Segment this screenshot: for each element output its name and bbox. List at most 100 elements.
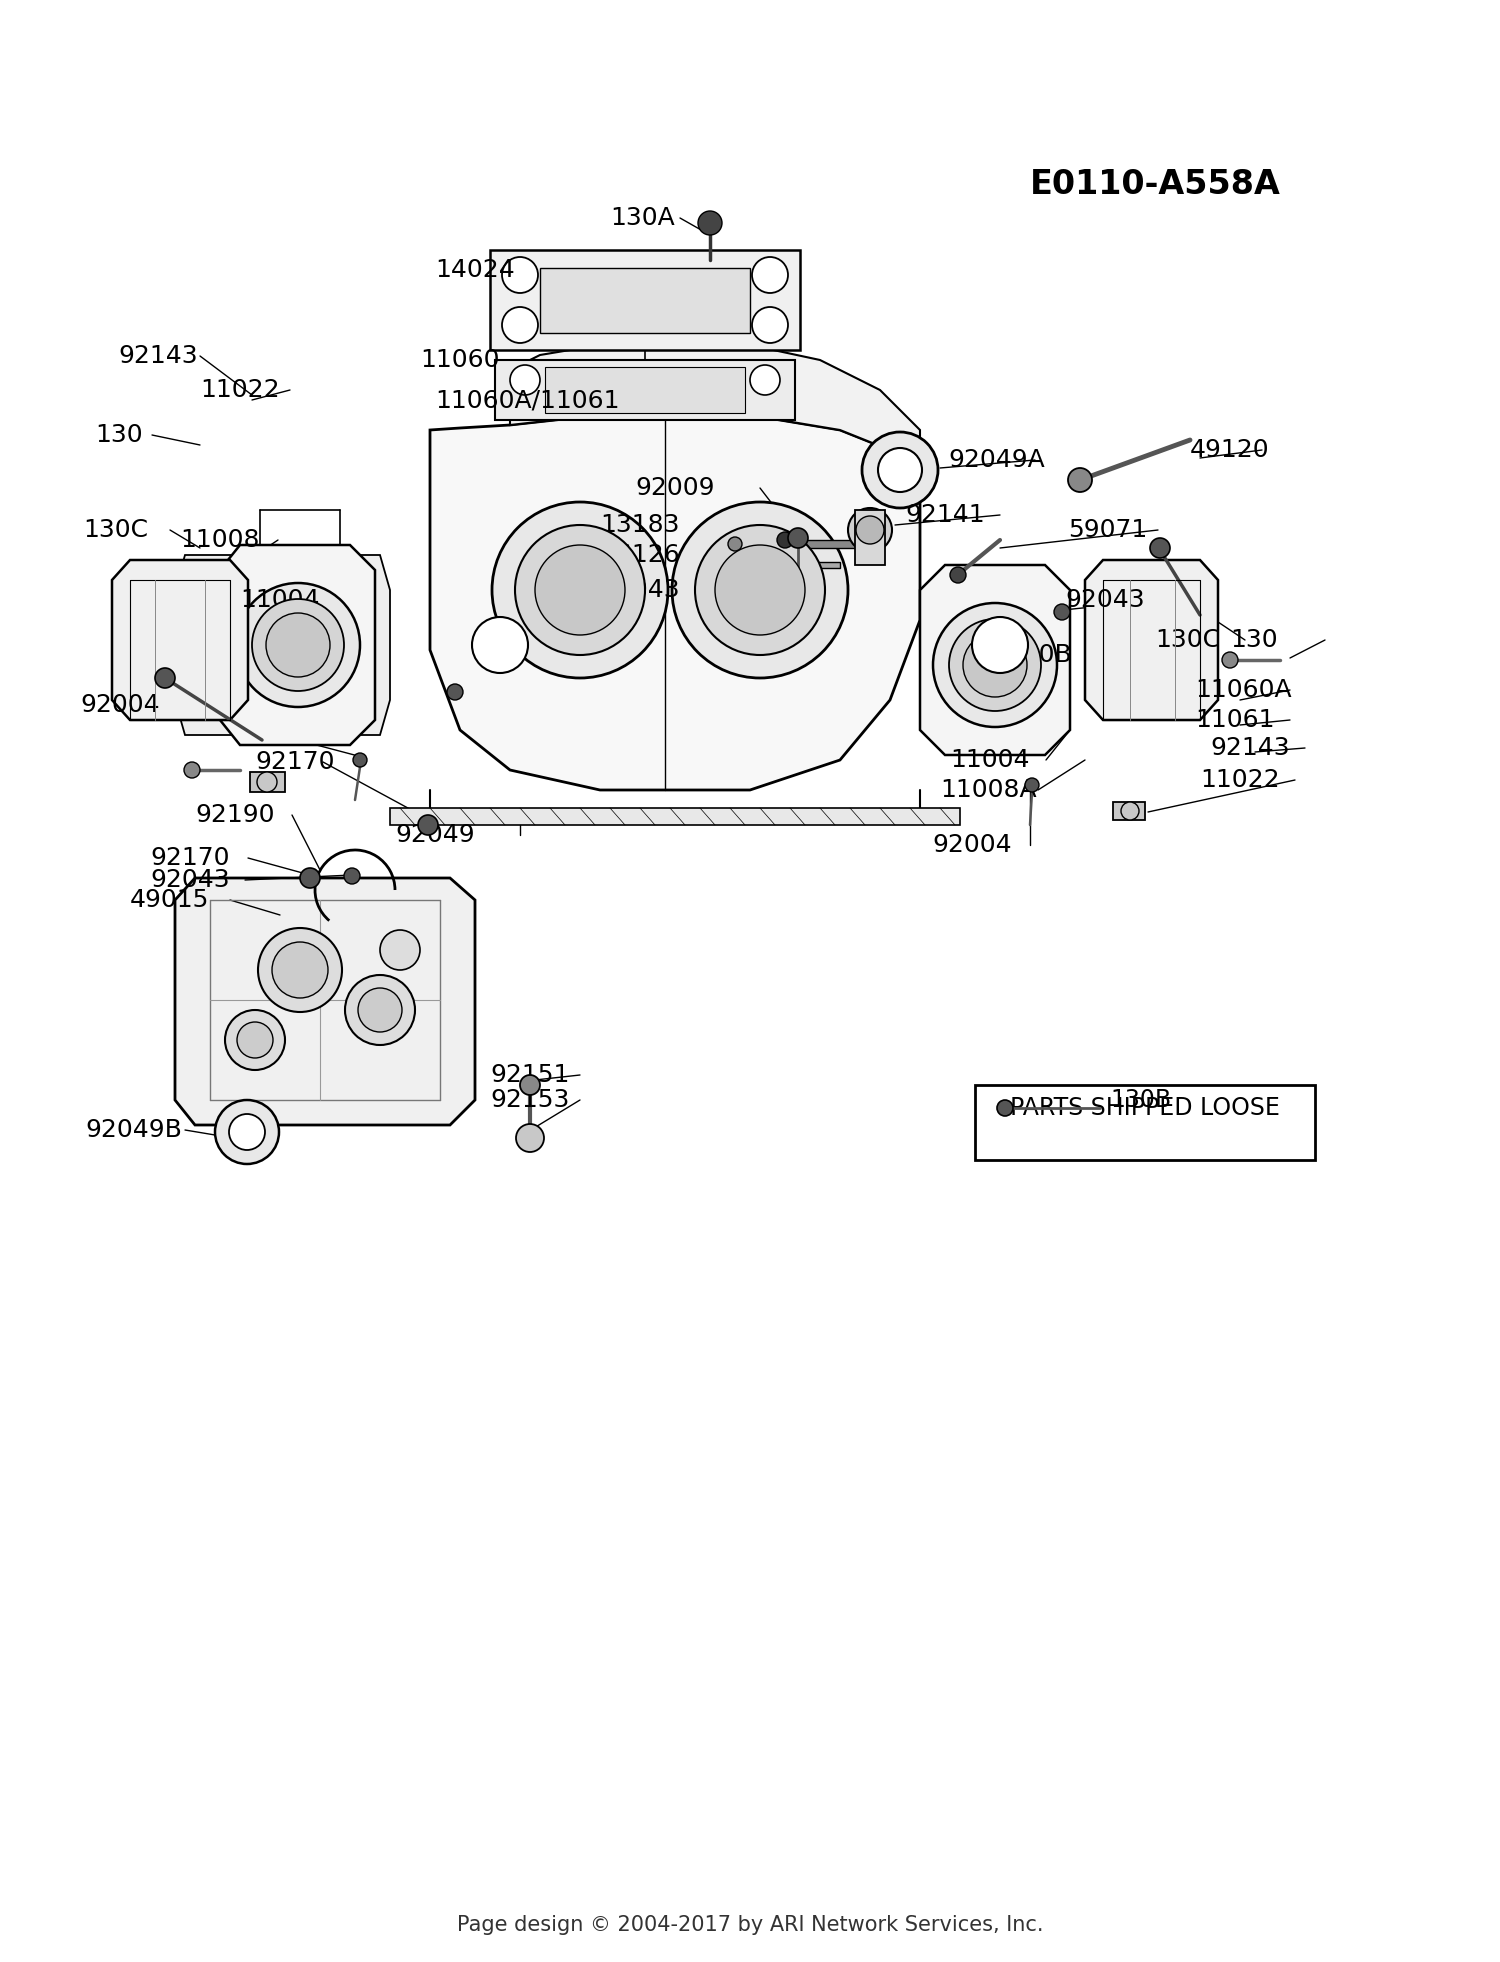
Circle shape: [933, 602, 1058, 728]
Text: 49120: 49120: [1190, 438, 1269, 461]
Circle shape: [847, 508, 892, 551]
Circle shape: [516, 1124, 544, 1152]
Circle shape: [1150, 538, 1170, 557]
Circle shape: [514, 526, 645, 655]
Text: 130C: 130C: [1155, 628, 1220, 651]
Polygon shape: [390, 808, 960, 824]
Text: 92170: 92170: [150, 846, 230, 869]
Circle shape: [510, 365, 540, 394]
Polygon shape: [176, 879, 476, 1124]
Circle shape: [963, 634, 1028, 697]
Text: 11008: 11008: [180, 528, 260, 551]
Circle shape: [878, 447, 922, 492]
Circle shape: [730, 559, 741, 571]
Text: 92153: 92153: [490, 1089, 570, 1112]
Circle shape: [520, 1075, 540, 1095]
Circle shape: [214, 1101, 279, 1163]
Circle shape: [750, 365, 780, 394]
Text: 59071: 59071: [1068, 518, 1148, 542]
Polygon shape: [510, 345, 920, 500]
Text: 92004: 92004: [80, 693, 159, 716]
Text: 92009: 92009: [634, 477, 714, 500]
Circle shape: [258, 928, 342, 1012]
Circle shape: [256, 771, 278, 793]
Circle shape: [154, 667, 176, 689]
Circle shape: [752, 257, 788, 292]
Text: 92170: 92170: [255, 749, 334, 773]
Circle shape: [972, 616, 1028, 673]
Circle shape: [728, 538, 742, 551]
Circle shape: [694, 526, 825, 655]
Text: 92049: 92049: [394, 822, 474, 848]
Polygon shape: [176, 555, 390, 736]
Bar: [495, 359, 795, 420]
Text: 11060B: 11060B: [975, 644, 1071, 667]
Circle shape: [503, 257, 538, 292]
Circle shape: [358, 989, 402, 1032]
Circle shape: [1068, 469, 1092, 492]
Polygon shape: [251, 771, 285, 793]
Circle shape: [788, 528, 808, 547]
Text: A: A: [990, 634, 1010, 657]
Text: 11060A: 11060A: [1196, 679, 1292, 702]
Circle shape: [752, 306, 788, 343]
Circle shape: [230, 1114, 266, 1150]
Circle shape: [352, 753, 368, 767]
Circle shape: [716, 545, 806, 636]
Bar: [540, 269, 750, 334]
Circle shape: [184, 761, 200, 779]
Text: 92043: 92043: [600, 579, 680, 602]
Circle shape: [856, 516, 883, 543]
Text: 11022: 11022: [1200, 767, 1280, 793]
Circle shape: [472, 616, 528, 673]
Polygon shape: [220, 545, 375, 746]
Text: 11008A: 11008A: [940, 779, 1036, 802]
Text: 130A: 130A: [610, 206, 675, 230]
Text: 130B: 130B: [1110, 1089, 1172, 1112]
Circle shape: [777, 532, 794, 547]
Text: 92043: 92043: [150, 867, 230, 893]
Circle shape: [950, 567, 966, 583]
Circle shape: [225, 1010, 285, 1069]
Circle shape: [345, 975, 416, 1046]
Polygon shape: [430, 416, 920, 791]
Text: E0110-A558A: E0110-A558A: [1030, 169, 1281, 202]
Bar: [544, 367, 746, 412]
Bar: [975, 1085, 1316, 1160]
Circle shape: [236, 583, 360, 706]
Text: Page design © 2004-2017 by ARI Network Services, Inc.: Page design © 2004-2017 by ARI Network S…: [456, 1915, 1044, 1935]
Text: 92043: 92043: [1065, 589, 1144, 612]
Circle shape: [272, 942, 328, 999]
Bar: [490, 249, 800, 349]
Text: 11022: 11022: [200, 379, 279, 402]
Text: 11004: 11004: [950, 748, 1029, 771]
Polygon shape: [112, 559, 248, 720]
Circle shape: [862, 432, 938, 508]
Circle shape: [344, 867, 360, 885]
Circle shape: [998, 1101, 1012, 1116]
Circle shape: [1120, 802, 1138, 820]
Circle shape: [492, 502, 668, 679]
Circle shape: [266, 612, 330, 677]
Circle shape: [1222, 651, 1238, 667]
Text: 11061: 11061: [1196, 708, 1275, 732]
Text: 92151: 92151: [490, 1063, 570, 1087]
Text: 92004: 92004: [932, 834, 1011, 857]
Text: 92141: 92141: [904, 502, 984, 528]
Circle shape: [698, 212, 721, 235]
Text: 130C: 130C: [82, 518, 148, 542]
Text: 92143: 92143: [1210, 736, 1290, 759]
Circle shape: [300, 867, 320, 889]
Text: 49015: 49015: [130, 889, 210, 912]
Polygon shape: [1113, 802, 1144, 820]
Text: 130: 130: [1230, 628, 1278, 651]
Text: 130: 130: [94, 424, 142, 447]
Polygon shape: [1084, 559, 1218, 720]
Text: 11060A/11061: 11060A/11061: [435, 388, 620, 412]
Circle shape: [1024, 779, 1039, 793]
Circle shape: [252, 598, 344, 691]
Text: 92190: 92190: [195, 802, 274, 828]
Text: 92049A: 92049A: [948, 447, 1044, 473]
Circle shape: [447, 685, 464, 700]
Circle shape: [237, 1022, 273, 1058]
